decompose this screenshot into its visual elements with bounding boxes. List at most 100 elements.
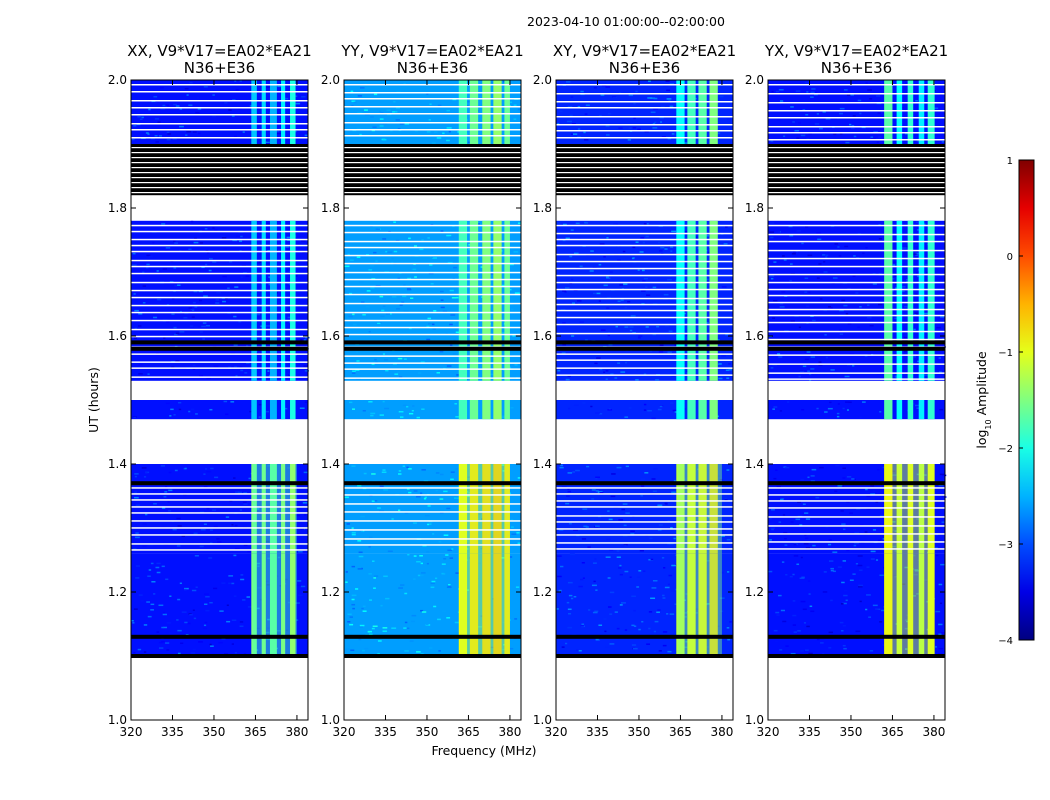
noise-pixel — [202, 627, 207, 630]
noise-pixel — [879, 411, 882, 413]
noise-pixel — [719, 478, 723, 481]
noise-pixel — [705, 525, 711, 527]
flagged-row — [768, 500, 945, 502]
noise-pixel — [168, 489, 173, 492]
noise-pixel — [440, 230, 444, 232]
rfi-line — [698, 553, 707, 656]
noise-pixel — [138, 313, 143, 315]
noise-pixel — [455, 468, 459, 470]
noise-pixel — [855, 292, 859, 294]
noise-pixel — [728, 363, 731, 365]
rfi-band — [460, 553, 510, 656]
noise-pixel — [781, 291, 786, 293]
noise-pixel — [153, 503, 157, 505]
noise-pixel — [870, 550, 876, 553]
noise-pixel — [557, 575, 562, 578]
noise-pixel — [661, 557, 665, 559]
noise-pixel — [641, 290, 646, 292]
noise-pixel — [810, 610, 815, 613]
noise-pixel — [510, 407, 514, 409]
flagged-row — [768, 363, 945, 365]
flagged-row — [768, 265, 945, 268]
noise-pixel — [205, 249, 209, 252]
time-blocks — [131, 80, 310, 656]
flagged-row — [556, 137, 733, 139]
noise-pixel — [784, 544, 788, 546]
rfi-line — [458, 342, 468, 381]
noise-pixel — [652, 580, 658, 582]
noise-pixel — [357, 484, 362, 487]
noise-pixel — [608, 343, 613, 346]
rfi-line — [458, 553, 468, 656]
flag-gap — [768, 192, 945, 194]
rfi-line — [458, 220, 468, 343]
noise-pixel — [265, 631, 270, 634]
noise-pixel — [159, 647, 164, 649]
flag-gap — [556, 147, 733, 149]
noise-pixel — [777, 353, 781, 355]
noise-pixel — [517, 515, 522, 518]
noise-pixel — [227, 366, 231, 368]
noise-pixel — [282, 578, 288, 581]
x-tick-label: 365 — [244, 725, 267, 739]
noise-pixel — [161, 626, 164, 629]
noise-pixel — [191, 589, 197, 592]
noise-pixel — [147, 615, 152, 618]
noise-pixel — [454, 85, 458, 87]
noise-pixel — [178, 401, 182, 404]
flag-bar — [344, 481, 521, 486]
noise-pixel — [808, 593, 811, 595]
data-block — [344, 400, 521, 420]
noise-pixel — [632, 647, 638, 650]
flag-gap — [556, 157, 733, 159]
noise-pixel — [509, 288, 512, 291]
noise-pixel — [184, 312, 189, 315]
noise-pixel — [203, 624, 207, 627]
rfi-line — [269, 483, 277, 554]
noise-pixel — [638, 628, 641, 631]
flag-gap — [768, 147, 945, 149]
noise-pixel — [808, 652, 813, 655]
panel-title: XX, V9*V17=EA02*EA21 — [127, 42, 311, 60]
noise-pixel — [278, 596, 282, 599]
noise-pixel — [351, 594, 357, 597]
noise-pixel — [804, 512, 809, 514]
noise-pixel — [431, 580, 436, 583]
noise-pixel — [773, 261, 777, 263]
noise-pixel — [694, 141, 697, 144]
noise-pixel — [391, 295, 397, 298]
noise-pixel — [923, 312, 929, 315]
noise-pixel — [580, 578, 584, 581]
noise-pixel — [382, 138, 387, 141]
noise-pixel — [206, 507, 210, 510]
noise-pixel — [642, 570, 646, 572]
noise-pixel — [183, 468, 189, 471]
noise-pixel — [705, 234, 709, 237]
rfi-line — [927, 400, 935, 420]
noise-pixel — [380, 112, 384, 114]
noise-pixel — [916, 407, 921, 409]
noise-pixel — [631, 257, 635, 260]
noise-pixel — [406, 288, 411, 290]
rfi-line — [687, 342, 696, 381]
noise-pixel — [938, 623, 943, 626]
noise-pixel — [823, 571, 827, 573]
flagged-row — [131, 549, 308, 551]
noise-pixel — [351, 598, 355, 601]
noise-pixel — [132, 252, 136, 255]
flagged-row — [131, 123, 308, 125]
noise-pixel — [796, 137, 800, 139]
noise-pixel — [875, 501, 879, 503]
rfi-line — [918, 464, 925, 484]
y-tick-label: 1.6 — [533, 329, 552, 343]
noise-pixel — [605, 86, 611, 88]
noise-pixel — [235, 491, 240, 493]
noise-pixel — [807, 370, 810, 373]
noise-pixel — [694, 532, 698, 535]
noise-pixel — [565, 287, 570, 289]
noise-pixel — [196, 96, 200, 99]
rfi-line — [469, 483, 479, 554]
flagged-row — [344, 511, 521, 513]
noise-pixel — [638, 570, 642, 572]
noise-pixel — [568, 522, 572, 525]
